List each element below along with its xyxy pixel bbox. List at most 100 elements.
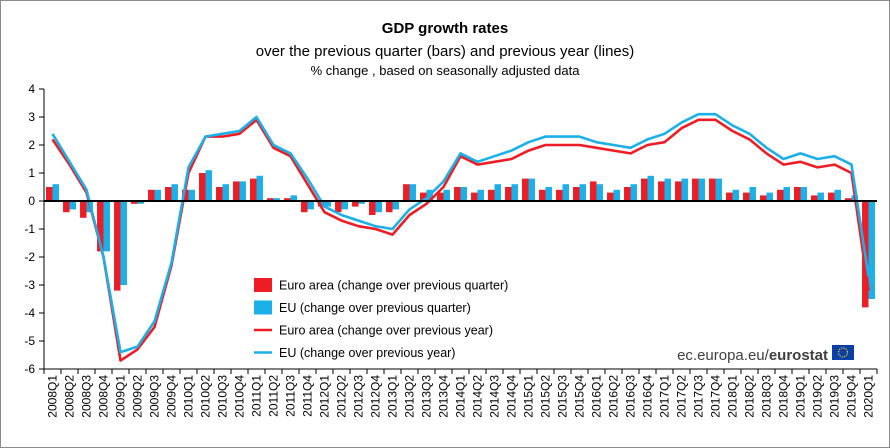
bar-eu-2011Q3 xyxy=(290,195,297,201)
bar-eu-2011Q1 xyxy=(256,175,263,201)
x-tick-label: 2015Q2 xyxy=(539,375,553,418)
svg-text:ec.europa.eu/eurostat: ec.europa.eu/eurostat xyxy=(677,347,828,364)
legend-label: EU (change over previous quarter) xyxy=(279,301,471,315)
bar-euro-area-2011Q4 xyxy=(301,201,308,213)
legend-label: Euro area (change over previous quarter) xyxy=(279,279,508,293)
legend-item-2: Euro area (change over previous year) xyxy=(254,324,493,338)
bar-euro-area-2016Q2 xyxy=(607,192,614,201)
y-tick-label: -3 xyxy=(24,278,35,292)
bar-euro-area-2017Q4 xyxy=(709,178,716,201)
x-tick-label: 2016Q1 xyxy=(590,375,604,418)
x-tick-label: 2012Q3 xyxy=(352,375,366,418)
legend-item-3: EU (change over previous year) xyxy=(254,346,455,360)
bar-euro-area-2014Q3 xyxy=(488,189,495,201)
bar-euro-area-2018Q1 xyxy=(726,192,733,201)
y-tick-label: -1 xyxy=(24,222,35,236)
bar-eu-2012Q1 xyxy=(324,201,331,207)
bar-eu-2010Q3 xyxy=(222,184,229,201)
bar-euro-area-2019Q2 xyxy=(811,195,818,201)
bar-eu-2008Q2 xyxy=(69,201,76,210)
legend: Euro area (change over previous quarter)… xyxy=(254,278,508,360)
bar-euro-area-2010Q2 xyxy=(199,173,206,201)
bar-eu-2018Q2 xyxy=(749,187,756,201)
bar-euro-area-2017Q2 xyxy=(675,181,682,201)
y-tick-label: 1 xyxy=(28,166,35,180)
bar-euro-area-2018Q3 xyxy=(760,195,767,201)
x-tick-label: 2012Q2 xyxy=(335,375,349,418)
bar-euro-area-2013Q2 xyxy=(403,184,410,201)
bar-eu-2020Q1 xyxy=(868,201,875,299)
bar-euro-area-2013Q4 xyxy=(437,192,444,201)
x-tick-label: 2018Q1 xyxy=(726,375,740,418)
x-tick-label: 2011Q3 xyxy=(284,375,298,417)
bar-euro-area-2009Q3 xyxy=(148,189,155,201)
bar-eu-2017Q3 xyxy=(698,178,705,201)
bar-eu-2009Q3 xyxy=(154,189,161,201)
y-tick-label: 4 xyxy=(28,82,35,96)
x-tick-label: 2013Q2 xyxy=(403,375,417,418)
bar-eu-2010Q1 xyxy=(188,189,195,201)
axes-layer: 4 3 2 1 0 -1 -2 -3 -4 -5 -6 2008Q1 2008Q2 2008Q3 2008Q… xyxy=(24,82,878,418)
bar-euro-area-2018Q2 xyxy=(743,192,750,201)
x-tick-label: 2013Q4 xyxy=(437,375,451,418)
bar-eu-2014Q3 xyxy=(494,184,501,201)
bar-eu-2010Q2 xyxy=(205,170,212,201)
bar-euro-area-2013Q3 xyxy=(420,192,427,201)
bar-eu-2011Q4 xyxy=(307,201,314,210)
bar-euro-area-2017Q3 xyxy=(692,178,699,201)
x-tick-label: 2010Q2 xyxy=(199,375,213,418)
x-tick-label: 2017Q1 xyxy=(658,375,672,418)
bar-euro-area-2017Q1 xyxy=(658,181,665,201)
bar-eu-2015Q1 xyxy=(528,178,535,201)
x-tick-label: 2015Q3 xyxy=(556,375,570,418)
bar-eu-2016Q4 xyxy=(647,175,654,201)
bar-euro-area-2009Q2 xyxy=(131,201,138,204)
bar-eu-2017Q2 xyxy=(681,178,688,201)
y-tick-label: 0 xyxy=(28,194,35,208)
lines-layer xyxy=(51,112,870,362)
bar-euro-area-2008Q4 xyxy=(97,201,104,252)
bar-eu-2018Q1 xyxy=(732,189,739,201)
x-tick-label: 2019Q1 xyxy=(794,375,808,418)
bar-eu-2017Q4 xyxy=(715,178,722,201)
bar-eu-2014Q1 xyxy=(460,187,467,201)
x-tick-label: 2009Q1 xyxy=(114,375,128,418)
y-tick-label: -6 xyxy=(24,362,35,376)
bar-eu-2013Q1 xyxy=(392,201,399,210)
bar-euro-area-2019Q1 xyxy=(794,187,801,201)
legend-label: EU (change over previous year) xyxy=(279,346,455,360)
x-tick-label: 2010Q4 xyxy=(233,375,247,418)
y-tick-label: -2 xyxy=(24,250,35,264)
bar-eu-2014Q4 xyxy=(511,184,518,201)
x-tick-label: 2015Q4 xyxy=(573,375,587,418)
legend-item-0: Euro area (change over previous quarter) xyxy=(254,278,508,293)
x-tick-label: 2010Q1 xyxy=(182,375,196,418)
bar-eu-2019Q1 xyxy=(800,187,807,201)
bar-eu-2013Q4 xyxy=(443,189,450,201)
bar-euro-area-2010Q4 xyxy=(233,181,240,201)
bar-euro-area-2009Q1 xyxy=(114,201,121,291)
bar-eu-2019Q3 xyxy=(834,189,841,201)
x-tick-label: 2012Q1 xyxy=(318,375,332,418)
bar-eu-2016Q2 xyxy=(613,189,620,201)
y-tick-label: 3 xyxy=(28,110,35,124)
legend-swatch-bar xyxy=(254,278,272,292)
bar-euro-area-2014Q4 xyxy=(505,187,512,201)
x-tick-label: 2013Q1 xyxy=(386,375,400,418)
bar-euro-area-2011Q3 xyxy=(284,198,291,201)
x-tick-label: 2009Q4 xyxy=(165,375,179,418)
bar-euro-area-2012Q4 xyxy=(369,201,376,215)
x-tick-label: 2015Q1 xyxy=(522,375,536,418)
bar-euro-area-2016Q4 xyxy=(641,178,648,201)
chart-subtitle: over the previous quarter (bars) and pre… xyxy=(256,43,635,60)
bar-euro-area-2008Q1 xyxy=(46,187,53,201)
bar-eu-2008Q1 xyxy=(52,184,59,201)
bar-euro-area-2019Q4 xyxy=(845,198,852,201)
x-tick-label: 2011Q2 xyxy=(267,375,281,417)
bar-eu-2012Q3 xyxy=(358,201,365,204)
x-tick-label: 2014Q3 xyxy=(488,375,502,418)
y-tick-label: 2 xyxy=(28,138,35,152)
bar-eu-2012Q2 xyxy=(341,201,348,210)
